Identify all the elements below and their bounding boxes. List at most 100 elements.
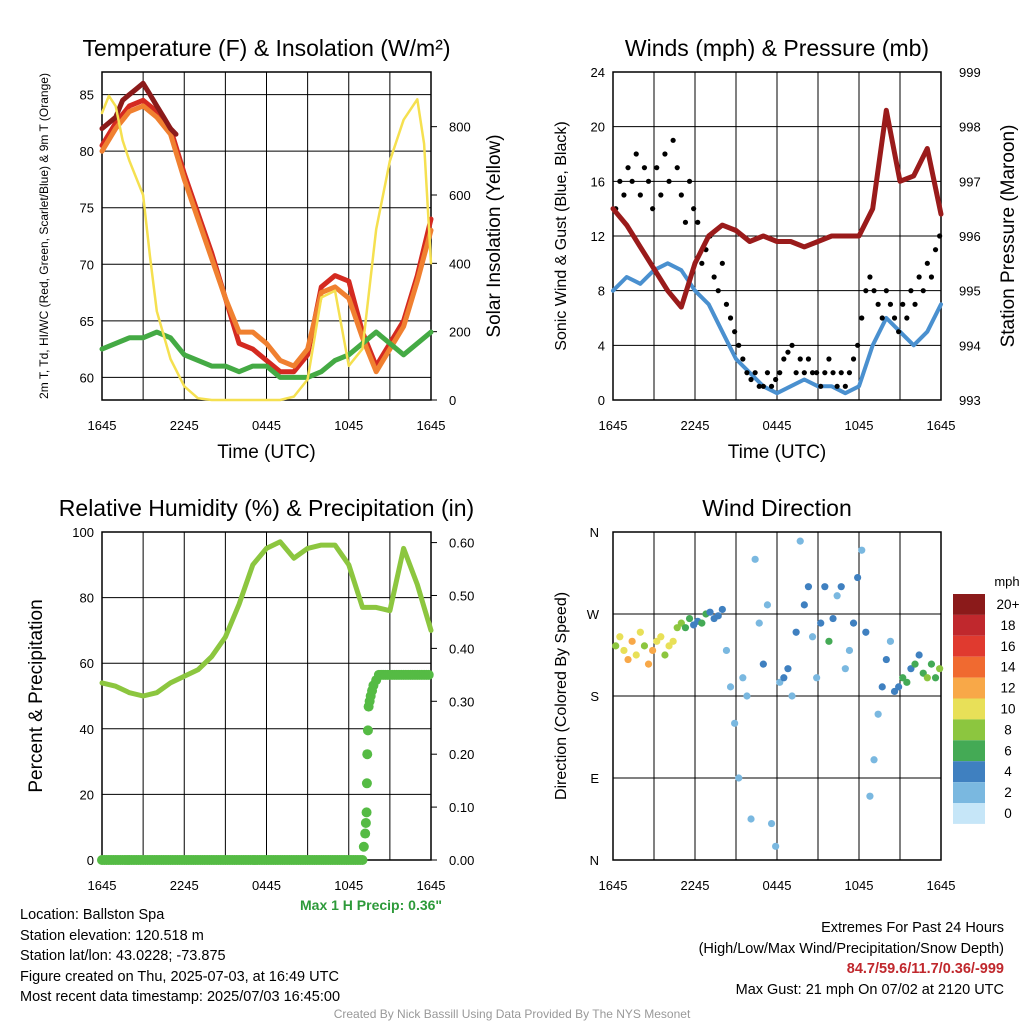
direction-point	[644, 660, 653, 668]
series-orange	[99, 103, 434, 375]
gust-point	[633, 151, 639, 157]
y-right-tick-label: 0.50	[449, 588, 474, 603]
direction-point	[796, 537, 804, 545]
direction-point	[854, 573, 862, 582]
y-right-axis-label: Solar Insolation (Yellow)	[484, 134, 505, 337]
x-tick-label: 0445	[252, 878, 281, 893]
gust-point	[904, 315, 910, 321]
direction-point	[698, 619, 706, 627]
gust-point	[723, 301, 730, 307]
direction-point	[862, 628, 870, 636]
x-tick-label: 1645	[88, 878, 117, 893]
x-axis-label: Time (UTC)	[217, 442, 316, 463]
precip-point	[360, 828, 371, 839]
x-tick-label: 1645	[599, 878, 628, 893]
gust-point	[937, 233, 943, 239]
direction-point	[718, 605, 726, 614]
colorbar-swatch	[953, 719, 985, 741]
y-tick-label: 80	[80, 591, 94, 606]
y-right-tick-label: 0.60	[449, 536, 474, 551]
direction-point	[821, 583, 829, 591]
series-yellow	[100, 94, 433, 402]
colorbar-label: 20+	[997, 597, 1020, 612]
gust-point	[670, 137, 676, 143]
direction-point	[722, 646, 731, 655]
series-rh	[99, 539, 434, 699]
direction-point	[640, 642, 649, 650]
elevation-text: Station elevation: 120.518 m	[20, 927, 204, 944]
colorbar-label: 4	[1004, 764, 1012, 779]
precip-point	[361, 807, 372, 818]
y-right-tick-label: 994	[959, 338, 981, 353]
gust-point	[793, 370, 799, 376]
x-tick-label: 2245	[170, 418, 199, 433]
y-right-tick-label: 0	[449, 393, 456, 408]
max-gust-text: Max Gust: 21 mph On 07/02 at 2120 UTC	[735, 981, 1004, 998]
precip-point	[357, 855, 368, 865]
colorbar-label: 10	[1000, 702, 1015, 717]
direction-point	[800, 601, 808, 609]
direction-point	[636, 628, 644, 636]
x-tick-label: 1645	[927, 418, 956, 433]
gust-point	[637, 192, 643, 198]
direction-point	[784, 665, 792, 673]
y-tick-label: 0	[87, 853, 94, 868]
colorbar: mph 20+ 18 16 14 12 10 8 6 4 2 0	[953, 574, 1020, 824]
series-pressure	[610, 107, 944, 310]
humidity-title: Relative Humidity (%) & Precipitation (i…	[59, 495, 474, 521]
gust-point	[805, 356, 812, 362]
gust-point	[785, 349, 791, 355]
y-right-tick-label: 998	[959, 120, 981, 135]
gust-point	[855, 342, 861, 348]
direction-point	[817, 619, 825, 627]
y-right-tick-label: 999	[959, 65, 981, 80]
direction-point	[739, 674, 747, 682]
gust-point	[727, 315, 734, 321]
colorbar-label: 8	[1004, 722, 1012, 737]
y-tick-label: 12	[591, 229, 605, 244]
direction-point	[874, 710, 882, 718]
direction-point	[632, 651, 640, 659]
gust-point	[715, 288, 721, 294]
gust-point	[617, 178, 623, 184]
direction-point	[751, 555, 759, 563]
y-tick-label: E	[590, 771, 599, 786]
gust-point	[818, 383, 824, 389]
y-right-tick-label: 0.40	[449, 641, 474, 656]
direction-point	[849, 619, 858, 627]
gust-point	[748, 376, 754, 383]
y-tick-label: 100	[72, 525, 94, 540]
direction-point	[669, 637, 677, 645]
y-tick-label: 65	[80, 314, 94, 329]
precip-point	[358, 841, 369, 852]
direction-point	[833, 592, 841, 600]
y-right-tick-label: 0.10	[449, 800, 474, 815]
direction-point	[747, 815, 755, 823]
direction-point	[792, 628, 800, 636]
gust-point	[621, 192, 627, 198]
gust-point	[768, 383, 775, 389]
precip-point	[423, 669, 434, 680]
gust-point	[678, 192, 684, 198]
gust-point	[691, 206, 697, 212]
gust-point	[920, 288, 926, 294]
colorbar-swatch	[953, 614, 985, 636]
x-tick-label: 1645	[927, 878, 956, 893]
gust-point	[809, 370, 816, 376]
direction-point	[788, 692, 796, 700]
y-tick-label: 40	[80, 722, 94, 737]
direction-point	[706, 608, 714, 616]
gust-point	[826, 356, 832, 362]
direction-point	[616, 633, 624, 641]
gust-point	[645, 178, 652, 184]
x-tick-label: 1045	[845, 878, 874, 893]
gust-point	[850, 356, 857, 362]
direction-point	[628, 637, 636, 645]
gust-point	[900, 301, 906, 307]
winds-title: Winds (mph) & Pressure (mb)	[625, 35, 929, 61]
temperature-title: Temperature (F) & Insolation (W/m²)	[82, 35, 450, 61]
y-tick-label: 8	[598, 284, 605, 299]
gust-point	[744, 370, 750, 376]
direction-point	[657, 633, 665, 641]
